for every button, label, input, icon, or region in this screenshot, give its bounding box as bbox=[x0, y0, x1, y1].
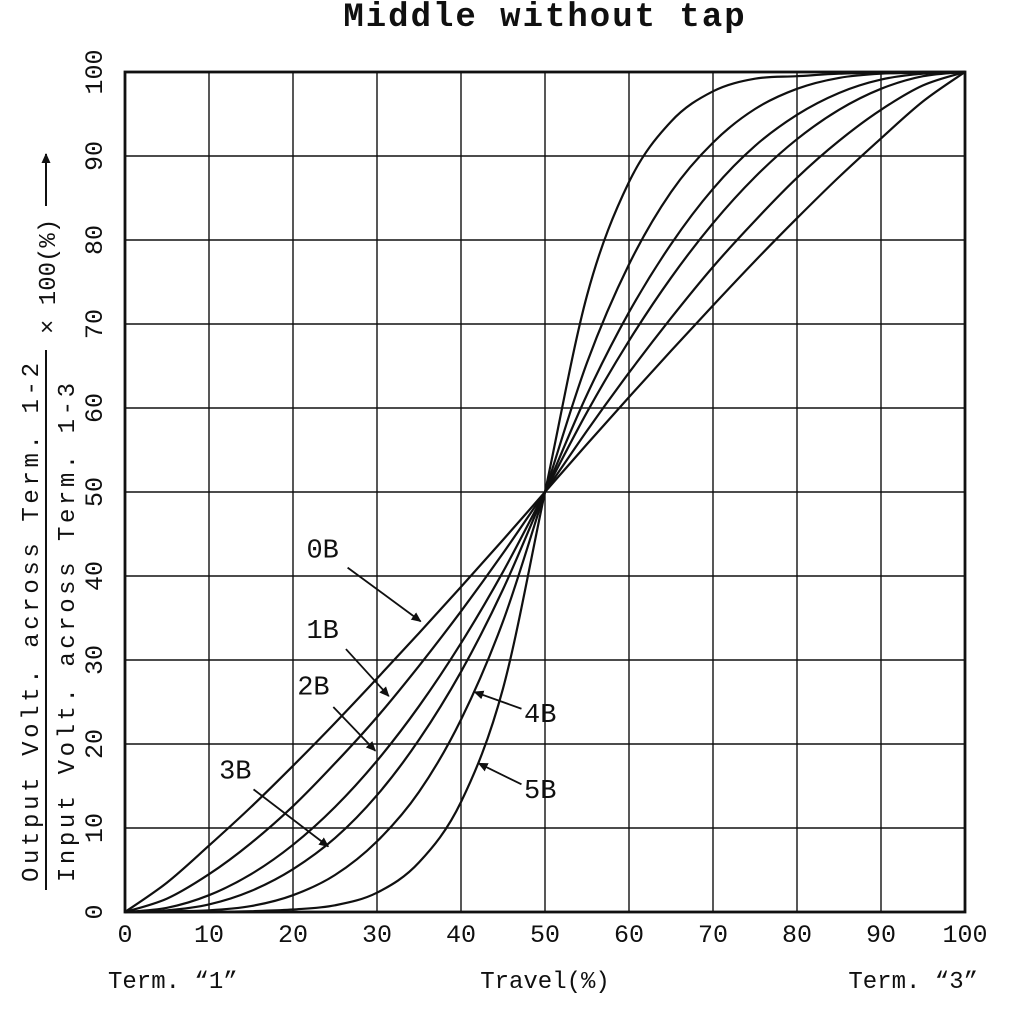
curve-annotations: 0B 1B 2B 3B 4B 5B bbox=[219, 537, 556, 848]
x-tick-label: 70 bbox=[698, 921, 728, 950]
x-axis-label: Travel(%) bbox=[480, 969, 610, 996]
y-tick-label: 40 bbox=[81, 561, 110, 591]
y-tick-label: 30 bbox=[81, 645, 110, 675]
annotation-arrow-1B bbox=[345, 648, 390, 697]
x-tick-label: 0 bbox=[117, 921, 132, 950]
curve-5B bbox=[125, 70, 966, 914]
chart-title: Middle without tap bbox=[343, 0, 746, 37]
x-tick-label: 60 bbox=[614, 921, 644, 950]
x-tick-label: 20 bbox=[278, 921, 308, 950]
annotation-arrow-0B bbox=[347, 566, 422, 623]
annotation-label-5B: 5B bbox=[524, 777, 556, 807]
curve-series bbox=[124, 70, 966, 914]
annotation-label-1B: 1B bbox=[306, 617, 338, 647]
x-tick-label: 100 bbox=[942, 921, 987, 950]
annotation-label-3B: 3B bbox=[219, 757, 251, 787]
grid-lines bbox=[123, 70, 967, 914]
annotation-arrow-2B bbox=[332, 706, 377, 752]
y-axis-label-denominator: Input Volt. across Term. 1-3 bbox=[55, 382, 82, 882]
annotation-arrow-5B bbox=[477, 762, 522, 786]
y-tick-label: 100 bbox=[81, 49, 110, 94]
x-tick-label: 50 bbox=[530, 921, 560, 950]
annotation-label-4B: 4B bbox=[524, 701, 556, 731]
annotation-arrow-3B bbox=[252, 788, 330, 848]
y-tick-label: 10 bbox=[81, 813, 110, 843]
annotation-label-0B: 0B bbox=[306, 537, 338, 567]
terminal-1-label: Term. “1” bbox=[108, 969, 238, 996]
y-tick-label: 80 bbox=[81, 225, 110, 255]
y-axis-label-suffix: × 100(%) bbox=[36, 219, 63, 334]
y-tick-label: 90 bbox=[81, 141, 110, 171]
y-tick-label: 70 bbox=[81, 309, 110, 339]
axis-labels: 0 10 20 30 40 50 60 70 80 90 100 0 10 20 30 40 50 60 70 80 9… bbox=[19, 0, 988, 996]
x-tick-label: 10 bbox=[194, 921, 224, 950]
y-axis-label-numerator: Output Volt. across Term. 1-2 bbox=[19, 362, 46, 882]
annotation-label-2B: 2B bbox=[297, 673, 329, 703]
x-tick-label: 90 bbox=[866, 921, 896, 950]
plot-border bbox=[123, 70, 967, 914]
y-axis-label: Output Volt. across Term. 1-2 Input Volt.… bbox=[19, 153, 82, 890]
terminal-3-label: Term. “3” bbox=[848, 969, 978, 996]
y-tick-label: 50 bbox=[81, 477, 110, 507]
x-tick-label: 30 bbox=[362, 921, 392, 950]
y-tick-label: 0 bbox=[81, 904, 110, 919]
annotation-arrow-4B bbox=[473, 690, 522, 710]
y-tick-label: 60 bbox=[81, 393, 110, 423]
x-tick-label: 80 bbox=[782, 921, 812, 950]
x-tick-label: 40 bbox=[446, 921, 476, 950]
y-tick-label: 20 bbox=[81, 729, 110, 759]
